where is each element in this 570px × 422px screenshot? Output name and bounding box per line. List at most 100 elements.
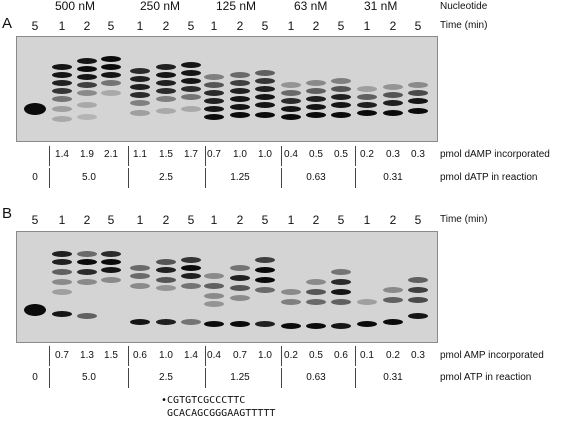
incorporated-value: 0.3 <box>411 350 425 361</box>
separator-line <box>281 346 282 366</box>
gel-band <box>130 76 150 82</box>
incorporated-value: 1.5 <box>159 149 173 160</box>
incorporated-value: 0.3 <box>411 149 425 160</box>
gel-band <box>101 259 121 265</box>
separator-line <box>281 368 282 388</box>
concentration-250: 250 nM <box>140 0 181 13</box>
gel-band <box>204 301 224 307</box>
gel-band <box>281 114 301 120</box>
gel-band <box>255 267 275 273</box>
gel-band <box>408 98 428 104</box>
gel-band <box>281 289 301 295</box>
incorporated-value: 1.0 <box>258 350 272 361</box>
gel-band <box>306 80 326 86</box>
gel-band <box>255 112 275 118</box>
gel-band <box>230 265 250 271</box>
gel-band <box>357 86 377 92</box>
separator-line <box>355 368 356 388</box>
gel-band <box>357 94 377 100</box>
gel-band <box>77 102 97 108</box>
gel-band <box>230 112 250 118</box>
separator-line <box>128 168 129 188</box>
incorporated-value: 1.7 <box>184 149 198 160</box>
gel-band <box>408 297 428 303</box>
gel-band <box>204 106 224 112</box>
gel-band <box>181 273 201 279</box>
reaction-value: 0.63 <box>306 372 326 383</box>
sequence-top-strand: •CGTGTCGCCCTTC <box>161 395 245 406</box>
gel-band <box>383 92 403 98</box>
lane-label: 5 <box>337 19 345 33</box>
gel-band <box>77 259 97 265</box>
gel-band <box>101 64 121 70</box>
concentration-125: 125 nM <box>216 0 257 13</box>
gel-band <box>357 299 377 305</box>
incorporated-value: 1.3 <box>80 350 94 361</box>
gel-band <box>204 293 224 299</box>
gel-band <box>52 106 72 112</box>
gel-band <box>408 287 428 293</box>
gel-band <box>331 94 351 100</box>
gel-band <box>281 323 301 329</box>
gel-band <box>204 321 224 327</box>
lane-label: 1 <box>287 213 295 227</box>
separator-line <box>355 146 356 166</box>
gel-band <box>408 277 428 283</box>
incorporated-value: 0.5 <box>309 149 323 160</box>
separator-line <box>355 168 356 188</box>
concentration-63: 63 nM <box>294 0 328 13</box>
lane-label: 2 <box>312 19 320 33</box>
gel-band <box>130 84 150 90</box>
separator-line <box>128 146 129 166</box>
gel-band <box>306 88 326 94</box>
gel-band <box>101 56 121 62</box>
panel-b-gel <box>16 231 438 343</box>
reaction-value: 1.25 <box>230 172 250 183</box>
gel-band <box>383 287 403 293</box>
separator-line <box>205 346 206 366</box>
lane-label: 5 <box>107 213 115 227</box>
lane-label: 5 <box>414 19 422 33</box>
incorporated-value: 0.6 <box>334 350 348 361</box>
lane-label: 5 <box>187 19 195 33</box>
gel-band <box>77 74 97 80</box>
gel-band <box>281 98 301 104</box>
gel-band <box>77 269 97 275</box>
separator-line <box>128 368 129 388</box>
incorporated-value: 0.2 <box>284 350 298 361</box>
gel-band <box>357 110 377 116</box>
gel-band <box>77 90 97 96</box>
lane-label: 5 <box>261 213 269 227</box>
gel-band <box>101 90 121 96</box>
gel-band <box>130 283 150 289</box>
concentration-500: 500 nM <box>55 0 96 13</box>
gel-band <box>52 64 72 70</box>
gel-band <box>383 110 403 116</box>
gel-band <box>156 277 176 283</box>
gel-band <box>408 90 428 96</box>
gel-band <box>331 112 351 118</box>
gel-band <box>156 285 176 291</box>
reaction-value: 2.5 <box>159 172 173 183</box>
incorporated-value: 2.1 <box>104 149 118 160</box>
gel-band <box>101 72 121 78</box>
lane-label: 2 <box>236 213 244 227</box>
incorporated-value: 1.4 <box>184 350 198 361</box>
primer-band <box>24 304 46 316</box>
lane-label: 1 <box>136 19 144 33</box>
incorporated-value: 0.3 <box>386 149 400 160</box>
gel-band <box>156 259 176 265</box>
gel-band <box>204 98 224 104</box>
lane-label: 5 <box>31 19 39 33</box>
gel-band <box>281 106 301 112</box>
gel-band <box>306 299 326 305</box>
panel-a-gel <box>16 36 438 142</box>
gel-band <box>331 78 351 84</box>
gel-band <box>408 313 428 319</box>
reaction-value: 0.31 <box>383 172 403 183</box>
separator-line <box>205 146 206 166</box>
incorporated-value: 0.7 <box>207 149 221 160</box>
gel-band <box>204 74 224 80</box>
lane-label: 5 <box>261 19 269 33</box>
gel-band <box>101 277 121 283</box>
